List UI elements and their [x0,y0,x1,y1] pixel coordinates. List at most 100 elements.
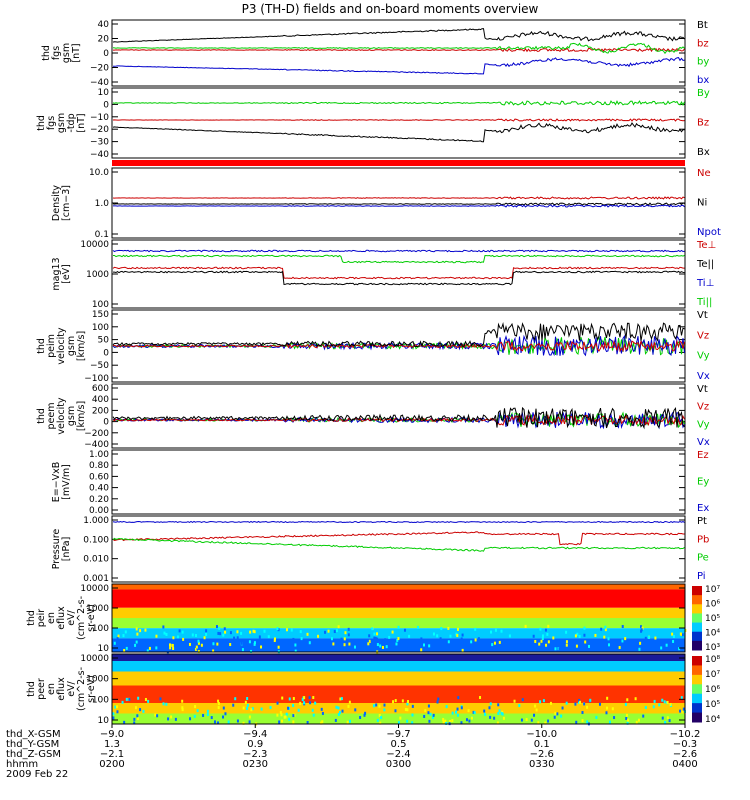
ylabel-p11: thd peer en eflux eV/(cm^2-s-sr-eV) [26,667,97,711]
spectrogram-pixel [276,627,279,631]
spectrogram-pixel [303,696,306,700]
spectrogram-pixel [558,647,561,651]
ylabel-line: E=−VxB [51,462,62,503]
spectrogram-pixel [236,636,239,640]
spectrogram-pixel [600,627,603,631]
ylabel-line: en [46,612,57,624]
spectrogram-pixel [181,706,184,710]
ytick-label: 0.010 [83,555,109,565]
spectrogram-band [112,661,685,672]
spectrogram-pixel [347,633,350,637]
ylabel-line: (cm^2-s- [76,596,87,640]
spectrogram-pixel [470,716,473,720]
ytick-label: 10 [98,644,110,654]
spectrogram-pixel [332,642,335,646]
spectrogram-pixel [348,719,351,723]
spectrogram-pixel [203,636,206,640]
spectrogram-pixel [681,633,684,637]
spectrogram-pixel [176,635,179,639]
colorbar-label: 10⁴ [705,629,720,639]
ylabel-line: thd [26,610,37,626]
colorbar-swatch [692,586,702,596]
spectrogram-pixel [589,698,592,702]
spectrogram-pixel [194,633,197,637]
spectrogram-pixel [123,720,126,724]
spectrogram-pixel [681,710,684,714]
spectrogram-p11 [112,654,686,726]
spectrogram-pixel [491,643,494,647]
spectrogram-pixel [216,642,219,646]
spectrogram-pixel [341,639,344,643]
spectrogram-pixel [250,649,253,653]
spectrogram-pixel [498,709,501,713]
spectrogram-pixel [500,711,503,715]
ylabel-line: Pressure [51,529,62,570]
footer-value: −9.0 [100,729,124,740]
footer-value: −2.6 [673,749,697,760]
ytick-label: −40 [90,78,109,88]
legend-p1: bx [697,75,709,86]
ylabel-line: gsm [56,113,67,133]
footer-value: 0.9 [247,739,263,750]
ytick-label: 100 [92,624,109,634]
spectrogram-pixel [472,710,475,714]
colorbar-swatch [692,604,702,614]
ylabel-line: [km/s] [76,331,87,361]
spectrogram-pixel [348,642,351,646]
ylabel-line: fgs [46,116,57,130]
spectrogram-pixel [222,633,225,637]
spectrogram-pixel [244,700,247,704]
spectrogram-pixel [501,712,504,716]
series-By [112,100,685,106]
spectrogram-pixel [608,720,611,724]
legend-p1: bz [697,38,709,49]
spectrogram-pixel [341,709,344,713]
ylabel-line: [km/s] [76,401,87,431]
spectrogram-pixel [181,699,184,703]
ylabel-line: peem [46,403,57,430]
spectrogram-pixel [378,704,381,708]
footer-label: hhmm [6,759,38,770]
spectrogram-pixel [489,715,492,719]
spectrogram-pixel [664,720,667,724]
spectrogram-pixel [665,643,668,647]
spectrogram-pixel [154,713,157,717]
spectrogram-pixel [477,637,480,641]
spectrogram-pixel [530,718,533,722]
spectrogram-pixel [212,649,215,653]
spectrogram-pixel [251,707,254,711]
spectrogram-pixel [354,708,357,712]
series-Te-perp [112,249,685,253]
spectrogram-pixel [624,702,627,706]
spectrogram-pixel [626,698,629,702]
spectrogram-pixel [364,711,367,715]
spectrogram-pixel [128,697,131,701]
spectrogram-pixel [465,718,468,722]
spectrogram-pixel [388,635,391,639]
spectrogram-pixel [399,645,402,649]
spectrogram-pixel [375,703,378,707]
colorbar-label: 10⁶ [705,600,720,610]
spectrogram-pixel [340,697,343,701]
spectrogram-pixel [139,629,142,633]
spectrogram-pixel [267,635,270,639]
spectrogram-pixel [301,698,304,702]
spectrogram-pixel [533,713,536,717]
spectrogram-pixel [411,713,414,717]
spectrogram-pixel [605,711,608,715]
spectrogram-pixel [134,706,137,710]
series-Vt [112,322,685,348]
spectrogram-pixel [429,639,432,643]
spectrogram-pixel [627,718,630,722]
spectrogram-band [112,584,685,590]
series-Bx [112,122,685,143]
ytick-label: −50 [90,361,109,371]
spectrogram-pixel [642,714,645,718]
footer-label: thd_X-GSM [6,729,61,740]
spectrogram-pixel [339,646,342,650]
spectrogram-pixel [308,696,311,700]
spectrogram-pixel [489,630,492,634]
spectrogram-pixel [137,646,140,650]
spectrogram-pixel [234,697,237,701]
ylabel-line: peer [36,678,47,700]
